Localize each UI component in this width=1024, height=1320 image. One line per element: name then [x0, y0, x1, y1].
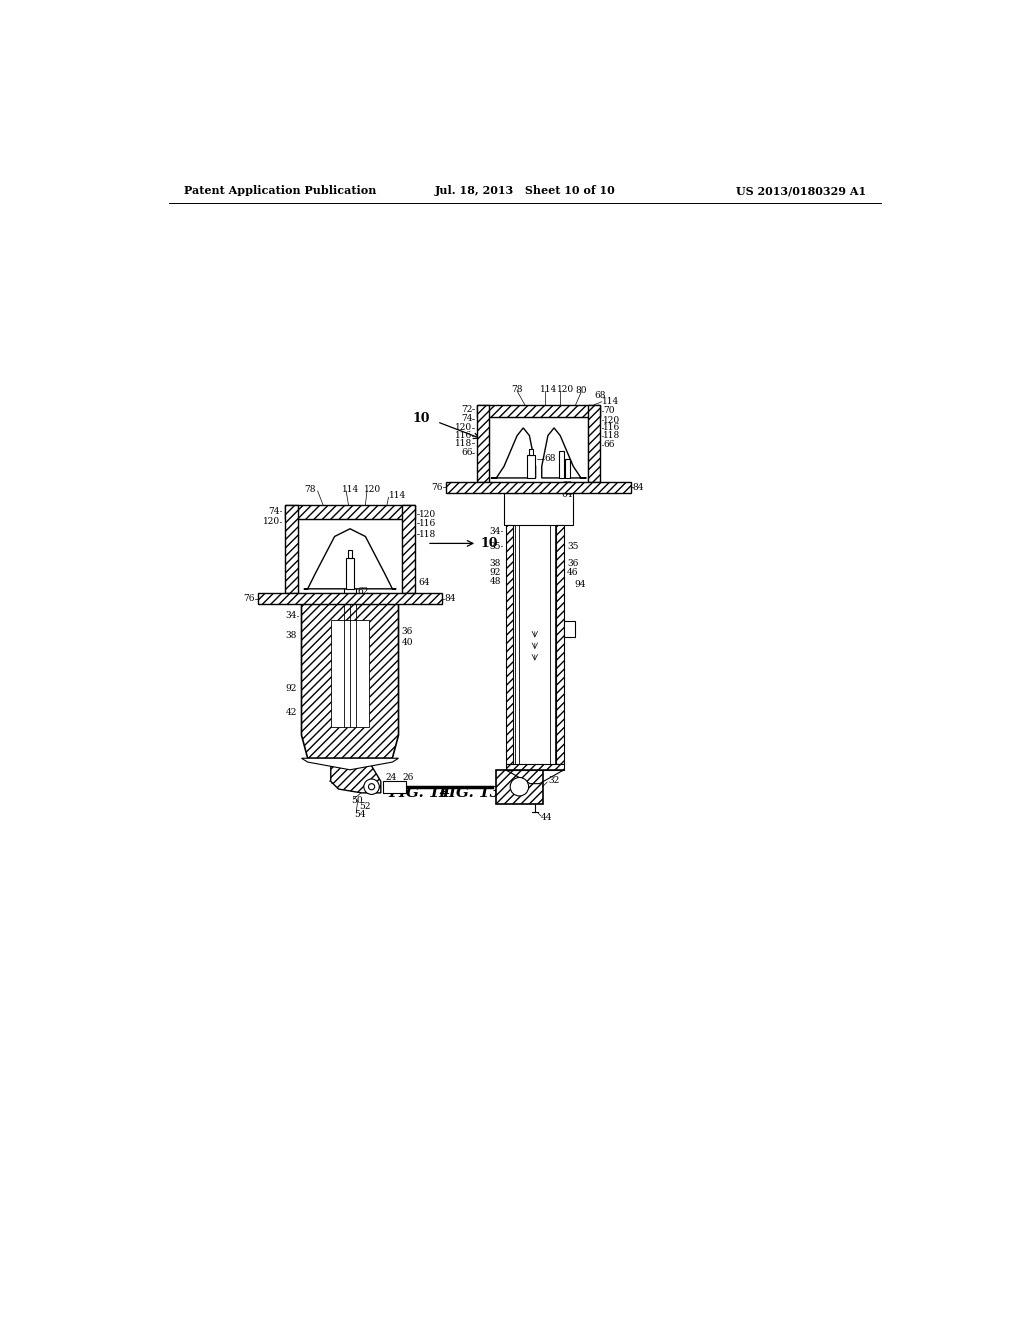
Text: 120: 120 — [603, 416, 621, 425]
Bar — [477, 405, 489, 482]
Text: 44: 44 — [329, 777, 340, 785]
Text: 70: 70 — [603, 407, 614, 416]
Text: 36: 36 — [567, 558, 579, 568]
Text: 114: 114 — [602, 397, 620, 407]
Text: US 2013/0180329 A1: US 2013/0180329 A1 — [736, 185, 866, 197]
Text: Jul. 18, 2013   Sheet 10 of 10: Jul. 18, 2013 Sheet 10 of 10 — [434, 185, 615, 197]
Text: 120: 120 — [263, 517, 280, 527]
Bar — [588, 405, 600, 482]
Bar — [258, 594, 442, 605]
Text: 116: 116 — [456, 432, 472, 440]
Text: 35: 35 — [489, 543, 501, 550]
Text: 26: 26 — [402, 774, 415, 781]
Bar — [564, 622, 574, 636]
Text: 38: 38 — [286, 631, 297, 639]
Polygon shape — [301, 605, 398, 758]
Text: 92: 92 — [489, 568, 501, 577]
Bar — [383, 780, 407, 793]
Bar — [348, 550, 352, 558]
Text: 34: 34 — [489, 527, 501, 536]
Text: 38: 38 — [489, 558, 501, 568]
Text: 48: 48 — [489, 577, 501, 586]
Bar — [331, 619, 370, 727]
Text: 68: 68 — [594, 391, 605, 400]
Bar — [346, 558, 354, 589]
Bar — [559, 451, 564, 478]
Bar — [556, 525, 564, 763]
Text: 62: 62 — [562, 482, 573, 490]
Text: 10: 10 — [481, 537, 499, 550]
Text: 52: 52 — [359, 803, 371, 812]
Text: FIG. 13: FIG. 13 — [438, 785, 501, 800]
Text: 114: 114 — [342, 484, 359, 494]
Bar — [528, 449, 534, 455]
Polygon shape — [301, 758, 398, 770]
Text: 46: 46 — [567, 568, 579, 577]
Text: 40: 40 — [401, 639, 413, 647]
Text: 116: 116 — [603, 424, 621, 433]
Text: 84: 84 — [444, 594, 456, 603]
Bar — [446, 482, 631, 492]
Bar — [285, 506, 298, 594]
Text: 114: 114 — [388, 491, 406, 500]
Circle shape — [510, 777, 528, 796]
Circle shape — [369, 784, 375, 789]
Text: 35: 35 — [567, 543, 579, 550]
Text: 72: 72 — [461, 405, 472, 414]
Text: 10: 10 — [413, 412, 430, 425]
Bar — [504, 492, 573, 525]
Text: 114: 114 — [541, 385, 557, 393]
Text: 118: 118 — [603, 432, 621, 440]
Text: 78: 78 — [511, 385, 523, 393]
Bar — [506, 525, 513, 763]
Text: 74: 74 — [268, 507, 280, 516]
Text: 34: 34 — [286, 611, 297, 620]
Bar — [477, 405, 600, 417]
Text: 120: 120 — [419, 510, 435, 519]
Text: 120: 120 — [364, 484, 381, 494]
Polygon shape — [331, 762, 381, 793]
Text: 64: 64 — [562, 490, 573, 499]
Text: 118: 118 — [419, 529, 436, 539]
Text: 68: 68 — [545, 454, 556, 463]
Text: 116: 116 — [419, 519, 436, 528]
Text: 76: 76 — [243, 594, 255, 603]
Text: 120: 120 — [456, 424, 472, 433]
Text: 76: 76 — [432, 483, 443, 491]
Text: 92: 92 — [286, 685, 297, 693]
Text: 36: 36 — [401, 627, 413, 636]
Text: 66: 66 — [461, 447, 472, 457]
Bar — [527, 455, 535, 478]
Text: FIG. 14: FIG. 14 — [388, 785, 451, 800]
Text: 42: 42 — [286, 708, 297, 717]
Text: 32: 32 — [549, 776, 560, 785]
Text: □: □ — [387, 783, 396, 791]
Text: 64: 64 — [419, 578, 430, 587]
Text: 44: 44 — [541, 813, 553, 822]
Bar — [506, 763, 564, 770]
Text: 62: 62 — [357, 587, 369, 597]
Text: 80: 80 — [575, 387, 587, 396]
Text: 84: 84 — [633, 483, 644, 491]
Bar — [565, 459, 570, 478]
Text: 74: 74 — [461, 414, 472, 424]
Circle shape — [364, 779, 379, 795]
Text: 50: 50 — [351, 796, 364, 805]
Text: 120: 120 — [557, 385, 574, 393]
Bar — [285, 504, 416, 519]
Bar — [497, 770, 543, 804]
Bar — [298, 519, 401, 594]
Text: 94: 94 — [574, 581, 587, 590]
Text: 118: 118 — [456, 438, 472, 447]
Bar — [489, 417, 588, 482]
Text: Patent Application Publication: Patent Application Publication — [184, 185, 377, 197]
Text: 66: 66 — [603, 441, 614, 449]
Bar — [401, 506, 416, 594]
Text: 78: 78 — [304, 484, 315, 494]
Text: 54: 54 — [354, 810, 366, 818]
Text: 24: 24 — [385, 774, 396, 781]
